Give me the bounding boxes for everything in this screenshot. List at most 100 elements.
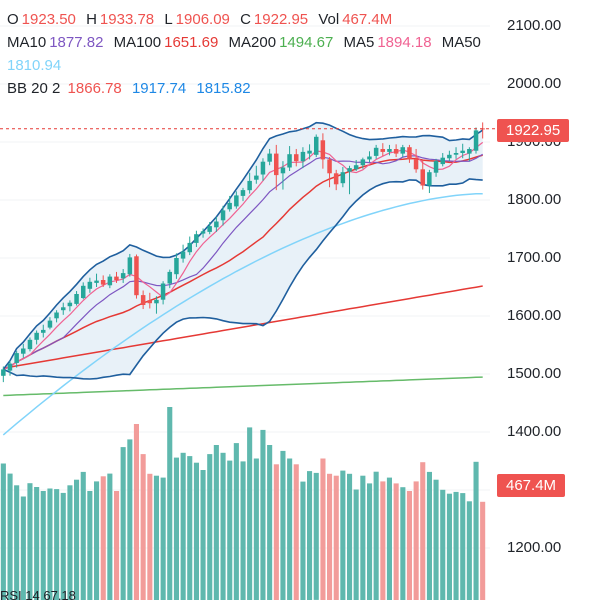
bollinger-upper-line (2, 121, 484, 370)
volume-bar (327, 473, 333, 600)
volume-bar (47, 488, 53, 600)
candle-body (227, 202, 232, 210)
volume-bar (313, 472, 319, 600)
legend-ma50-value: 1810.94 (7, 57, 62, 74)
volume-bar (300, 481, 306, 600)
candle-body (147, 300, 152, 304)
volume-bar (120, 447, 126, 600)
candle-body (207, 226, 212, 232)
candle-body (447, 154, 452, 159)
legend-ma5-value: 1894.18 (377, 34, 432, 51)
candle-body (333, 173, 339, 185)
volume-bar (140, 454, 146, 600)
candle-body (214, 221, 219, 228)
candle-body (1, 369, 6, 376)
volume-bar (473, 461, 479, 600)
candle-body (47, 320, 53, 328)
volume-bar (433, 479, 439, 600)
candle-body (440, 157, 445, 165)
rsi-label: RSI 14 67.18 (0, 588, 76, 603)
volume-bar (386, 477, 392, 600)
candle-body (420, 169, 425, 186)
candle-body (247, 180, 252, 191)
legend-ma100-label: MA100 (113, 34, 162, 51)
volume-bar (7, 473, 13, 600)
legend-ma200-label: MA200 (228, 34, 277, 51)
candle-body (387, 149, 392, 152)
volume-bar (240, 461, 246, 600)
volume-bar (400, 487, 406, 600)
ma50-line (2, 192, 483, 436)
candle-body (314, 136, 319, 155)
volume-bar (253, 458, 259, 600)
legend-low-value: 1906.09 (175, 11, 230, 28)
candle-body (294, 154, 299, 162)
legend-bb-mid: 1866.78 (67, 80, 122, 97)
volume-bar (87, 491, 93, 600)
candle-body (107, 276, 113, 286)
candle-body (21, 348, 26, 354)
candle-body (167, 271, 172, 284)
candle-body (400, 147, 405, 154)
volume-bar (413, 481, 419, 600)
candle-body (307, 150, 312, 154)
volume-bar (14, 485, 20, 600)
volume-bar (133, 424, 139, 600)
candle-body (134, 256, 139, 296)
candle-body (7, 363, 13, 371)
candle-body (120, 273, 126, 279)
legend-low-label: L (164, 11, 173, 28)
volume-bar (367, 483, 373, 600)
candle-body (380, 149, 385, 152)
candle-body (140, 295, 146, 305)
legend-ma10-label: MA10 (7, 34, 47, 51)
volume-bar (460, 493, 466, 600)
candle-body (14, 353, 19, 363)
volume-bar (273, 464, 279, 600)
y-tick-label: 1700.00 (507, 249, 562, 266)
legend-ma10-value: 1877.82 (49, 34, 104, 51)
candle-body (287, 154, 292, 168)
volume-bar (293, 464, 299, 600)
candle-body (127, 257, 133, 275)
candle-body (367, 156, 372, 160)
candle-body (180, 251, 186, 259)
y-tick-label: 2000.00 (507, 75, 562, 92)
volume-bar (100, 476, 106, 600)
y-tick-label: 1200.00 (507, 539, 562, 556)
volume-bar (320, 458, 326, 600)
candle-body (220, 210, 226, 221)
bollinger-mid-line (3, 154, 483, 371)
candle-body (373, 147, 379, 156)
candle-body (61, 307, 66, 311)
legend-open-value: 1923.50 (21, 11, 76, 28)
legend-ma5-label: MA5 (343, 34, 375, 51)
candle-body (87, 281, 93, 289)
volume-bar (333, 475, 339, 600)
volume-bar (420, 462, 426, 600)
volume-bar (347, 473, 353, 600)
ma10-line (3, 153, 484, 370)
volume-bar (200, 470, 206, 600)
candle-body (360, 159, 366, 166)
volume-bar (446, 493, 452, 600)
volume-bar (380, 481, 386, 600)
y-tick-label: 1400.00 (507, 423, 562, 440)
volume-bar (453, 491, 459, 600)
volume-bar (27, 483, 33, 600)
volume-bar (160, 477, 166, 600)
candle-body (74, 294, 79, 304)
volume-bar (80, 471, 86, 600)
legend-ma100-value: 1651.69 (164, 34, 219, 51)
candle-body (81, 285, 86, 298)
candle-body (27, 339, 33, 350)
candle-body (254, 175, 259, 180)
volume-bar (94, 481, 100, 600)
volume-bar (340, 470, 346, 600)
volume-bar (287, 458, 293, 600)
volume-bar (0, 463, 6, 600)
volume-bar (307, 471, 313, 600)
volume-bar (360, 475, 366, 600)
volume-bar (466, 501, 472, 600)
